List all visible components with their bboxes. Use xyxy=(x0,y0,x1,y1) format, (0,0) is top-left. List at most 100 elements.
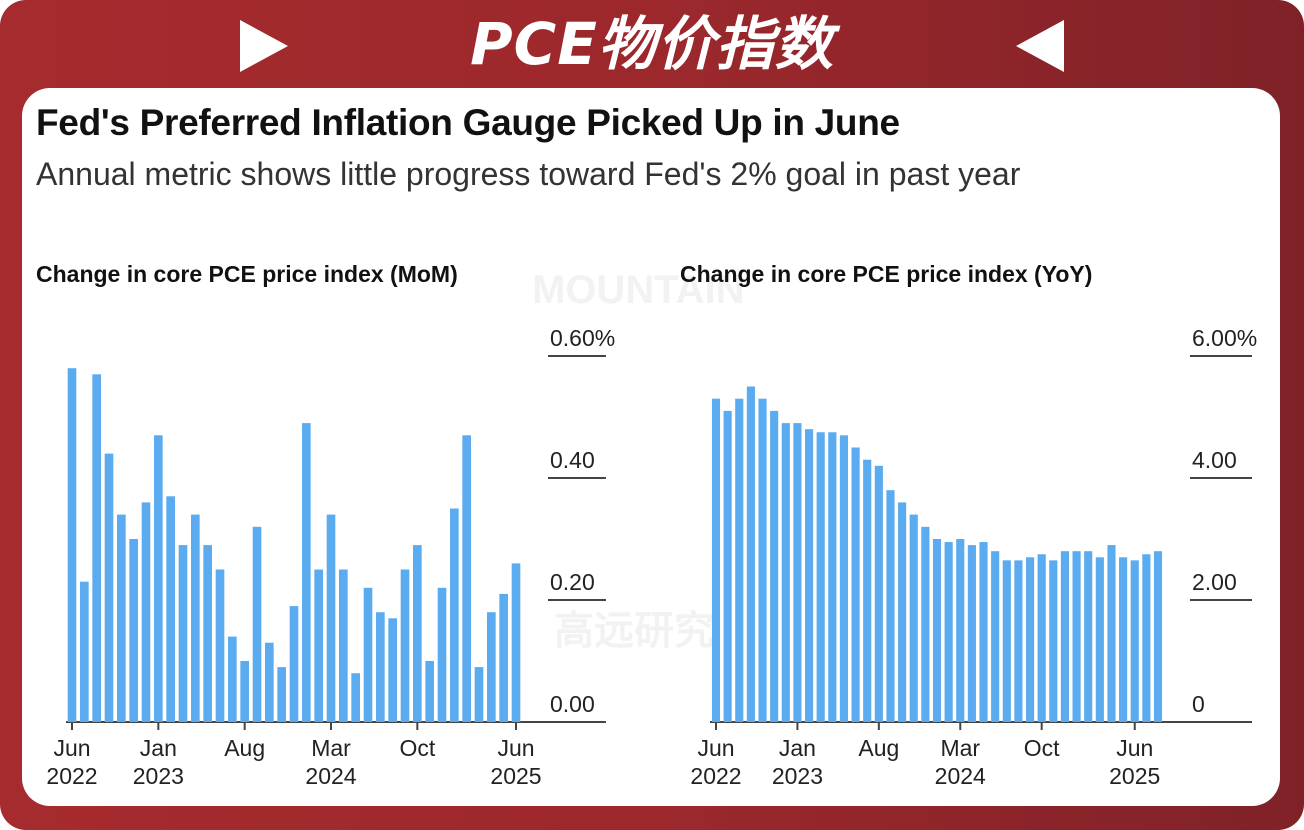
mom-x-tick-label: Jan xyxy=(140,735,177,761)
mom-bar xyxy=(425,661,434,722)
yoy-bar xyxy=(816,432,825,722)
yoy-bar xyxy=(770,410,779,722)
mom-bar xyxy=(289,606,299,722)
yoy-y-tick-label: 6.00% xyxy=(1192,325,1257,351)
chart-headline: Fed's Preferred Inflation Gauge Picked U… xyxy=(36,102,900,143)
mom-y-tick-label: 0.40 xyxy=(550,447,595,473)
yoy-bar xyxy=(828,432,837,722)
yoy-bar xyxy=(967,545,976,722)
yoy-x-tick-label: Aug xyxy=(858,735,899,761)
mom-x-tick-label: Aug xyxy=(224,735,265,761)
mom-y-tick-label: 0.00 xyxy=(550,691,595,717)
yoy-bar xyxy=(1014,560,1023,722)
mom-bar xyxy=(265,642,274,722)
yoy-x-tick-year: 2022 xyxy=(690,763,741,789)
yoy-bar xyxy=(991,551,1000,722)
yoy-bar xyxy=(804,429,814,722)
mom-bar xyxy=(487,612,496,722)
mom-chart-title: Change in core PCE price index (MoM) xyxy=(36,261,458,287)
banner-title: PCE物价指数 xyxy=(470,10,834,78)
mom-bar xyxy=(154,435,163,722)
mom-bar xyxy=(277,667,286,722)
mom-x-tick-label: Jun xyxy=(497,735,534,761)
yoy-bar xyxy=(979,542,988,722)
mom-y-tick-label: 0.60% xyxy=(550,325,615,351)
yoy-bar xyxy=(1049,560,1058,722)
mom-bar xyxy=(104,453,114,722)
yoy-bar xyxy=(886,490,895,722)
mom-bar xyxy=(400,569,410,722)
mom-y-tick-label: 0.20 xyxy=(550,569,595,595)
chart-subtitle: Annual metric shows little progress towa… xyxy=(36,156,1021,192)
yoy-bar xyxy=(1119,557,1128,722)
yoy-bar xyxy=(758,398,767,722)
yoy-bar xyxy=(723,410,732,722)
yoy-chart: Change in core PCE price index (YoY) 0 2.0… xyxy=(680,261,1257,789)
mom-bar xyxy=(191,514,200,722)
yoy-bar xyxy=(1084,551,1093,722)
mom-bar xyxy=(511,563,521,722)
play-left-icon xyxy=(1016,20,1064,72)
mom-bar xyxy=(67,368,77,722)
yoy-bar xyxy=(909,514,918,722)
mom-bar xyxy=(326,514,336,722)
yoy-x-tick-year: 2025 xyxy=(1109,763,1160,789)
mom-bar xyxy=(178,545,188,722)
yoy-bar xyxy=(781,423,790,722)
yoy-bar xyxy=(746,386,755,722)
mom-x-tick-label: Jun xyxy=(53,735,90,761)
yoy-bar xyxy=(1060,551,1070,722)
yoy-bar xyxy=(1002,560,1011,722)
mom-bar xyxy=(228,636,237,722)
yoy-bar xyxy=(1153,551,1163,722)
mom-bar xyxy=(450,508,459,722)
yoy-bar xyxy=(1130,560,1139,722)
yoy-bar xyxy=(874,465,883,722)
mom-bar xyxy=(240,661,249,722)
mom-bar xyxy=(413,545,422,722)
yoy-bar xyxy=(1095,557,1104,722)
yoy-x-tick-label: Oct xyxy=(1024,735,1060,761)
yoy-x-tick-year: 2024 xyxy=(935,763,986,789)
yoy-x-tick-label: Mar xyxy=(940,735,980,761)
mom-bar xyxy=(339,569,348,722)
yoy-bar xyxy=(921,526,930,722)
yoy-y-tick-label: 4.00 xyxy=(1192,447,1237,473)
yoy-x-tick-year: 2023 xyxy=(772,763,823,789)
yoy-x-tick-label: Jun xyxy=(1116,735,1153,761)
mom-bar xyxy=(376,612,385,722)
mom-bar xyxy=(474,667,484,722)
yoy-bar xyxy=(1025,557,1035,722)
mom-bar xyxy=(302,423,311,722)
mom-x-tick-year: 2023 xyxy=(133,763,184,789)
mom-bar xyxy=(499,593,508,722)
yoy-bar xyxy=(851,447,860,722)
yoy-bar xyxy=(1072,551,1081,722)
mom-bar xyxy=(252,526,262,722)
yoy-y-tick-label: 2.00 xyxy=(1192,569,1237,595)
mom-bar xyxy=(351,673,360,722)
yoy-y-tick-label: 0 xyxy=(1192,691,1205,717)
yoy-bar xyxy=(944,542,953,722)
yoy-chart-title: Change in core PCE price index (YoY) xyxy=(680,261,1092,287)
mom-x-tick-label: Oct xyxy=(399,735,435,761)
chart-panel: Fed's Preferred Inflation Gauge Picked U… xyxy=(22,88,1280,806)
yoy-bar xyxy=(1037,554,1046,722)
mom-bar xyxy=(314,569,323,722)
mom-bar xyxy=(437,587,447,722)
yoy-x-tick-label: Jan xyxy=(779,735,816,761)
yoy-bar xyxy=(839,435,849,722)
mom-x-tick-year: 2022 xyxy=(46,763,97,789)
mom-bar xyxy=(141,502,151,722)
yoy-bar xyxy=(898,502,907,722)
yoy-x-tick-label: Jun xyxy=(697,735,734,761)
yoy-bar xyxy=(793,423,802,722)
mom-bar xyxy=(203,545,212,722)
mom-chart: Change in core PCE price index (MoM) 0.00… xyxy=(36,261,615,789)
play-right-icon xyxy=(240,20,288,72)
mom-bar xyxy=(92,374,101,722)
mom-bar xyxy=(117,514,126,722)
mom-bar xyxy=(363,587,373,722)
mom-bar xyxy=(80,581,89,722)
